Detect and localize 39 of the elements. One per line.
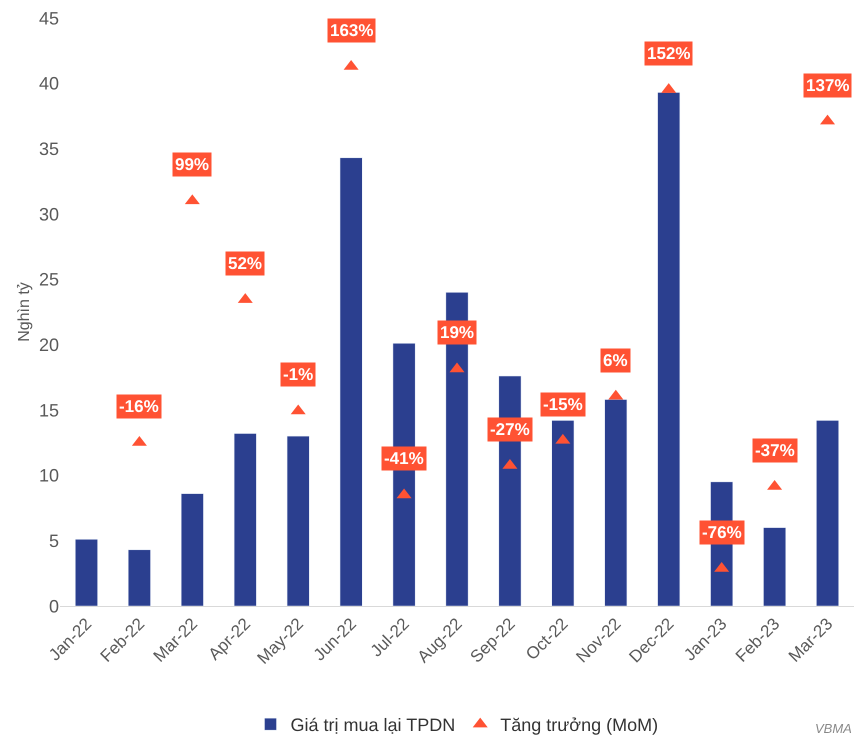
legend-label: Giá trị mua lại TPDN (290, 715, 456, 736)
bar (286, 436, 310, 606)
data-label: 52% (228, 254, 262, 273)
y-tick-label: 10 (38, 466, 59, 486)
data-label: -1% (283, 365, 314, 384)
bar (75, 539, 98, 606)
bar (552, 420, 574, 606)
y-tick-label: 0 (48, 596, 59, 616)
data-label: -76% (702, 523, 742, 542)
data-label: -37% (755, 441, 795, 460)
y-tick-label: 45 (38, 8, 59, 28)
bar (128, 550, 151, 606)
bar (234, 433, 257, 606)
y-tick-label: 35 (38, 138, 59, 159)
data-label: 99% (175, 155, 210, 174)
bar (340, 158, 362, 606)
data-label: -15% (543, 395, 583, 414)
data-label: -27% (490, 420, 530, 439)
bar (604, 399, 628, 606)
y-tick-label: 30 (38, 204, 59, 224)
y-tick-label: 25 (38, 270, 59, 290)
bar (763, 527, 786, 606)
data-label: 137% (806, 76, 850, 95)
y-tick-label: 5 (48, 530, 59, 551)
data-label: 163% (330, 21, 374, 40)
legend-label: Tăng trưởng (MoM) (500, 715, 658, 736)
data-label: 152% (647, 44, 690, 63)
y-axis-title: Nghìn tỷ (16, 282, 33, 342)
bar (816, 420, 839, 606)
bar (657, 92, 680, 606)
data-label: -16% (119, 397, 159, 416)
y-tick-label: 40 (38, 74, 59, 94)
y-tick-label: 20 (38, 334, 59, 355)
bar (180, 493, 204, 606)
data-label: -41% (384, 449, 424, 468)
y-tick-label: 15 (38, 400, 59, 420)
data-label: 19% (440, 323, 474, 342)
text: VBMA (815, 721, 852, 736)
data-label: 6% (603, 351, 628, 370)
